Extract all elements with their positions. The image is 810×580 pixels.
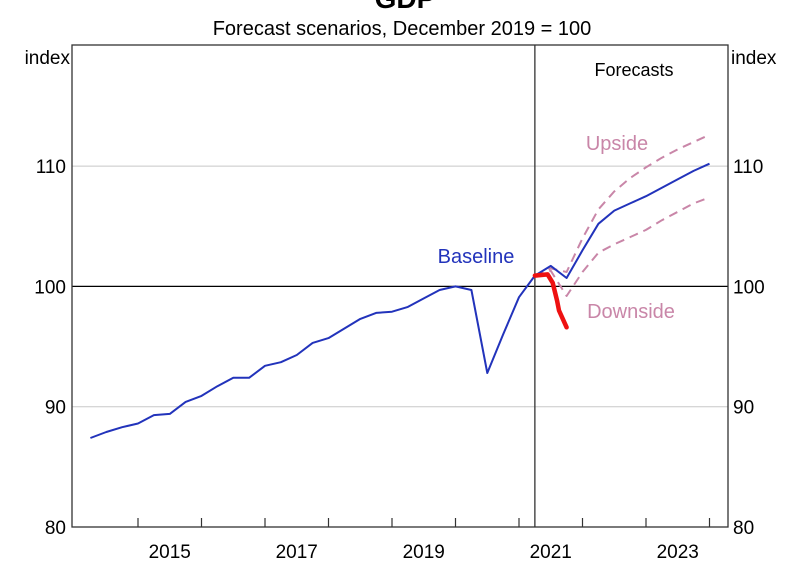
series-label-upside: Upside — [586, 133, 648, 155]
forecasts-label: Forecasts — [594, 60, 673, 80]
y-axis-label-right: index — [731, 48, 777, 69]
annotation-red-line — [532, 272, 569, 330]
x-tick-label: 2023 — [657, 542, 699, 563]
series-line-downside — [534, 196, 710, 297]
series-label-baseline: Baseline — [438, 246, 515, 268]
chart-subtitle: Forecast scenarios, December 2019 = 100 — [213, 18, 592, 40]
series-label-downside: Downside — [587, 301, 675, 323]
x-tick-label: 2019 — [403, 542, 445, 563]
y-tick-label-left: 90 — [45, 398, 66, 419]
y-axis-label-left: index — [25, 48, 71, 69]
plot-frame — [71, 44, 729, 528]
x-tick-label: 2015 — [149, 542, 191, 563]
y-tick-label-right: 90 — [733, 398, 754, 419]
y-tick-label-left: 110 — [36, 157, 66, 178]
y-tick-label-right: 100 — [733, 277, 765, 298]
series-line-upside — [534, 133, 710, 277]
y-tick-label-right: 80 — [733, 518, 754, 539]
y-tick-label-right: 110 — [733, 157, 763, 178]
y-tick-label-left: 100 — [34, 277, 66, 298]
x-tick-label: 2021 — [530, 542, 572, 563]
series-line-baseline — [90, 162, 710, 439]
y-tick-label-left: 80 — [45, 518, 66, 539]
x-tick-label: 2017 — [276, 542, 318, 563]
chart-title: GDP — [375, 0, 436, 14]
